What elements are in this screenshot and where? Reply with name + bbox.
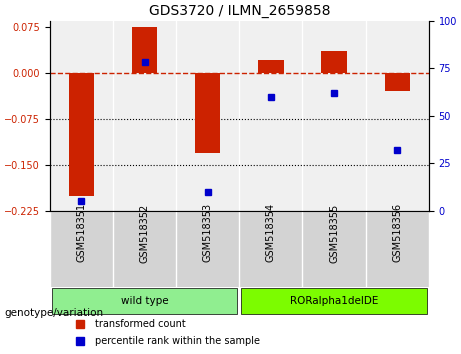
Bar xyxy=(69,73,94,195)
Bar xyxy=(384,73,410,91)
FancyBboxPatch shape xyxy=(52,289,237,314)
Text: RORalpha1delDE: RORalpha1delDE xyxy=(290,296,378,306)
Text: genotype/variation: genotype/variation xyxy=(5,308,104,318)
Bar xyxy=(321,51,347,73)
Text: wild type: wild type xyxy=(121,296,168,306)
Title: GDS3720 / ILMN_2659858: GDS3720 / ILMN_2659858 xyxy=(148,4,330,18)
Bar xyxy=(258,61,284,73)
Text: transformed count: transformed count xyxy=(95,319,186,329)
Bar xyxy=(195,73,220,153)
Text: percentile rank within the sample: percentile rank within the sample xyxy=(95,336,260,346)
FancyBboxPatch shape xyxy=(241,289,427,314)
Bar xyxy=(132,27,157,73)
